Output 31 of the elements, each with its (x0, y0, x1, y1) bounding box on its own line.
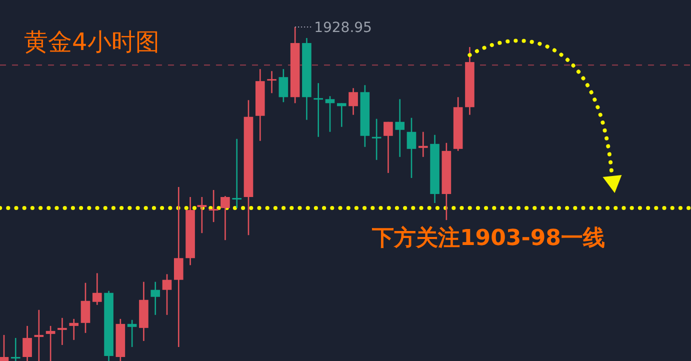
candlestick (267, 70, 276, 94)
candlestick (80, 282, 90, 334)
candlestick (372, 118, 382, 161)
candlestick (232, 138, 242, 209)
candlestick (0, 334, 9, 361)
candlestick (162, 274, 172, 316)
candlestick (174, 186, 184, 348)
annotation: 1928.95 (314, 20, 372, 36)
candlestick (46, 325, 56, 361)
candlestick (278, 68, 288, 103)
candlestick (418, 131, 428, 158)
candlestick (314, 82, 324, 138)
candlestick (34, 309, 44, 361)
ref-line-label: 下方关注1903-98一线 (371, 225, 605, 252)
candlestick (395, 98, 405, 158)
chart-title: 黄金4小时图 (24, 28, 160, 56)
candlestick (208, 189, 218, 223)
candlestick (325, 95, 335, 133)
candlestick (92, 272, 102, 306)
candlestick (10, 337, 20, 361)
candlestick (127, 319, 137, 348)
candlestick (58, 317, 67, 346)
candlestick (69, 318, 78, 341)
candlestick (197, 196, 207, 234)
candlestick (150, 281, 160, 316)
candlestick (220, 195, 230, 241)
candlestick (22, 325, 32, 361)
candlestick (384, 121, 393, 174)
candlestick (348, 87, 358, 116)
candlestick (336, 102, 346, 128)
candlestick (406, 117, 416, 179)
